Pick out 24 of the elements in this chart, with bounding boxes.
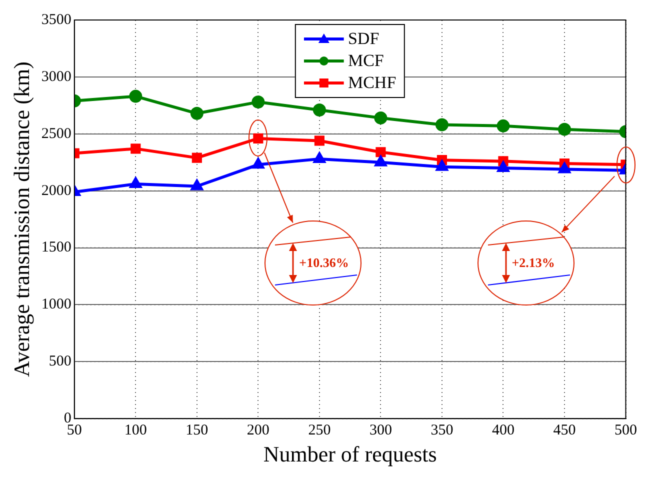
legend-label: MCHF bbox=[348, 72, 396, 94]
x-tick-label: 500 bbox=[614, 422, 637, 439]
x-tick-label: 300 bbox=[369, 422, 392, 439]
x-tick-label: 50 bbox=[66, 422, 82, 439]
x-tick-label: 350 bbox=[430, 422, 454, 439]
y-tick-label: 2500 bbox=[41, 126, 72, 142]
x-tick-label: 450 bbox=[553, 422, 576, 439]
y-tick-label: 3000 bbox=[41, 68, 72, 85]
x-tick-label: 200 bbox=[246, 422, 270, 439]
x-tick-label: 400 bbox=[492, 422, 514, 439]
y-tick-label: 3500 bbox=[41, 12, 72, 28]
legend-label: MCF bbox=[348, 50, 384, 72]
x-axis-title: Number of requests bbox=[263, 442, 437, 467]
x-tick-label: 100 bbox=[124, 422, 147, 439]
y-tick-label: 500 bbox=[48, 354, 72, 370]
y-tick-label: 1000 bbox=[41, 296, 72, 313]
y-axis-title: Average transmission distance (km) bbox=[8, 62, 34, 378]
y-tick-label: 2000 bbox=[41, 182, 72, 199]
annotation: +2.13% bbox=[512, 254, 555, 271]
y-tick-label: 1500 bbox=[41, 240, 72, 256]
x-tick-label: 250 bbox=[308, 422, 331, 439]
x-tick-label: 150 bbox=[186, 422, 208, 439]
legend-label: SDF bbox=[348, 28, 380, 50]
annotation: +10.36% bbox=[299, 255, 349, 272]
